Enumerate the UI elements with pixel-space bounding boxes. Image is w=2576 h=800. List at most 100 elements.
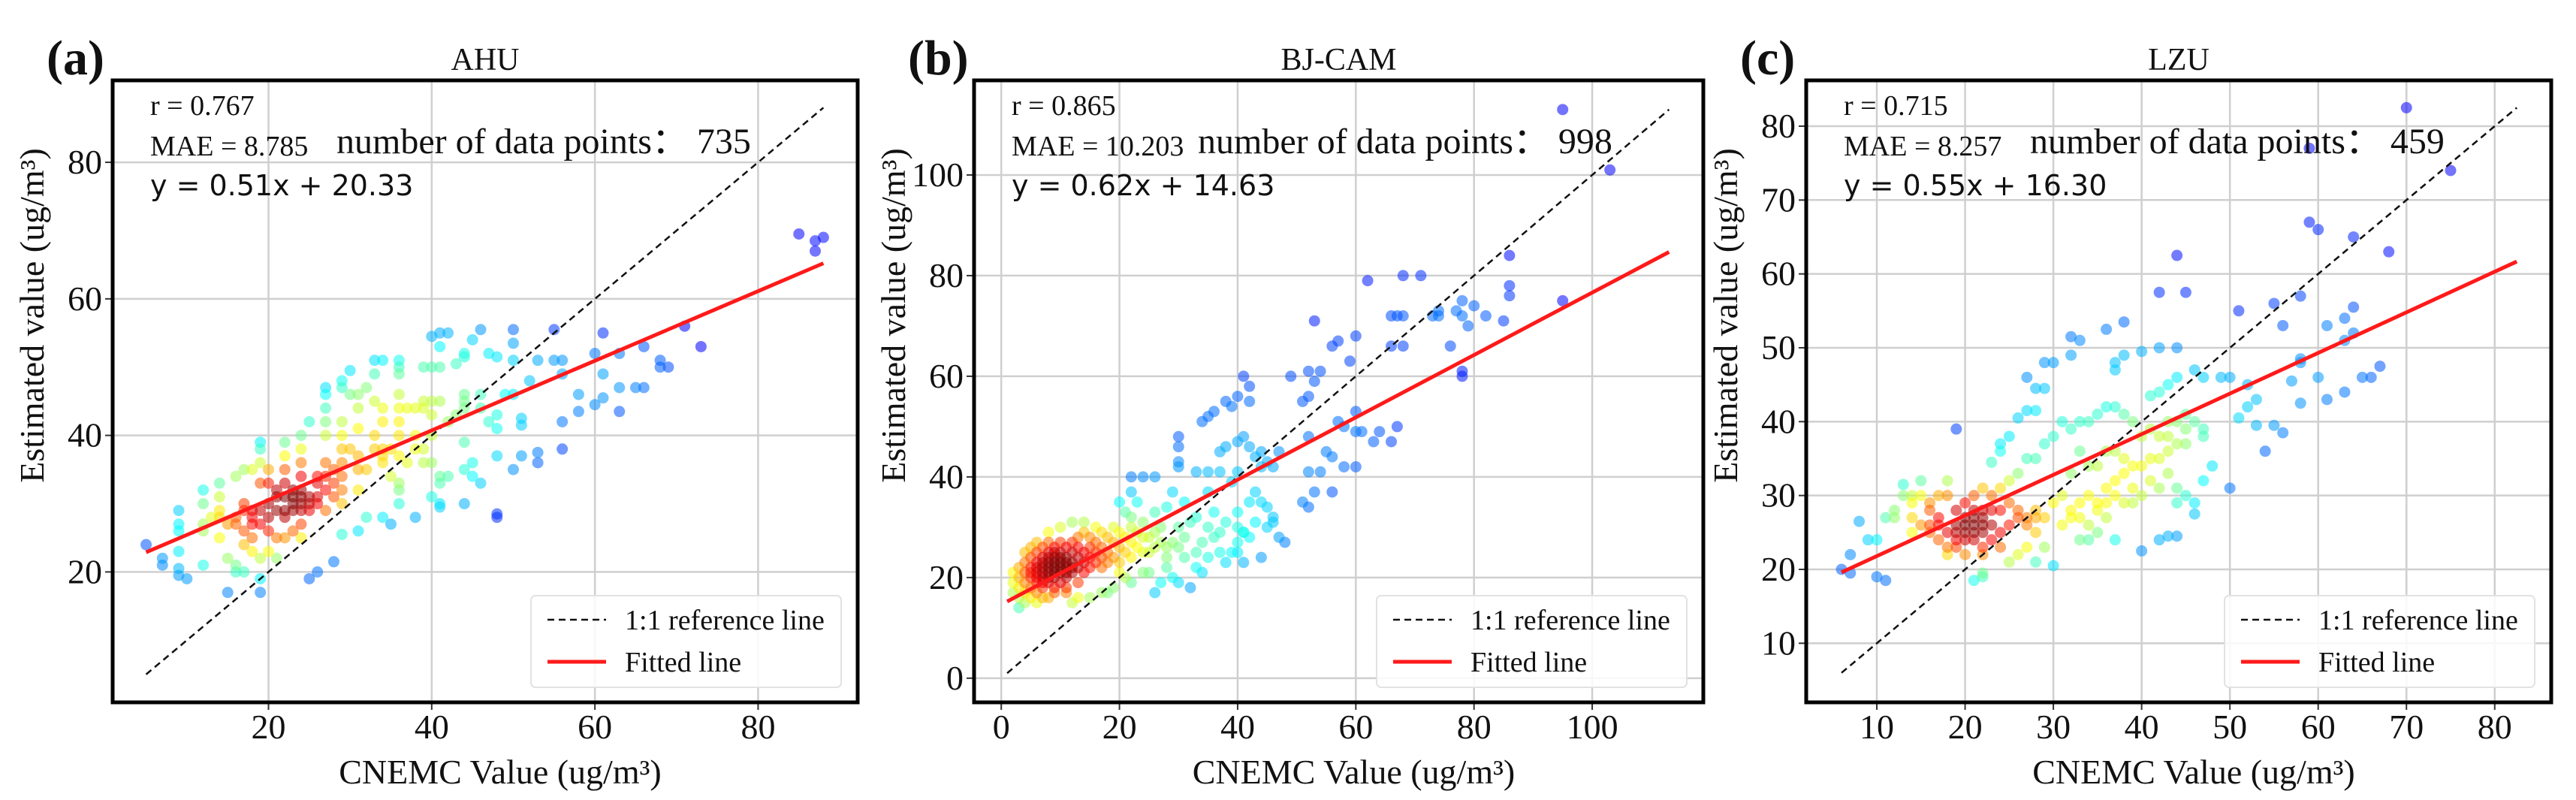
data-point [1995,504,2007,516]
data-point [2171,342,2183,354]
data-point [401,402,413,414]
data-point [2233,305,2245,317]
data-point [532,446,544,458]
data-point [491,409,503,421]
data-point [614,406,626,418]
data-point [1456,365,1468,377]
data-point [1166,486,1178,498]
x-tick-label: 80 [2478,708,2512,746]
data-point [1178,531,1190,543]
data-point [2047,430,2059,442]
data-point [1273,531,1285,543]
data-point [1244,395,1256,407]
data-point [2083,415,2095,427]
data-point [2038,541,2050,553]
data-point [2012,467,2024,479]
data-point [2074,512,2086,524]
data-point [1862,534,1874,546]
y-tick-label: 80 [68,143,102,181]
data-point [507,463,519,475]
data-point [523,375,535,387]
data-point [572,406,584,418]
data-point [295,532,307,544]
x-tick-label: 100 [1567,708,1618,746]
data-point [1149,471,1161,483]
data-point [1498,315,1510,327]
data-point [2188,364,2200,376]
data-point [1202,466,1214,478]
data-point [654,361,666,373]
data-point [336,484,348,496]
data-point [173,525,185,537]
data-point [1504,249,1516,261]
data-point [695,340,707,352]
data-point [1986,504,1998,516]
data-point [597,392,609,404]
data-point [491,508,503,520]
x-tick-label: 20 [1102,708,1137,746]
legend-box [530,595,842,688]
data-point [336,430,348,442]
data-point [2224,371,2236,383]
data-point [2188,415,2200,427]
equation-annotation: y = 0.55x + 16.30 [1844,169,2107,202]
data-point [2083,534,2095,546]
data-point [515,412,527,424]
data-point [377,355,389,367]
data-point [458,463,470,475]
x-tick-label: 60 [2301,708,2336,746]
legend-box [1376,595,1688,688]
y-axis-label: Estimated value (ug/m³) [1706,148,1745,483]
data-point [2136,346,2148,358]
data-point [810,245,822,257]
data-point [393,477,405,489]
data-point [2348,231,2360,243]
data-point [385,518,397,530]
data-point [2188,508,2200,520]
data-point [1238,370,1250,382]
data-point [2339,312,2351,325]
y-tick-label: 70 [1761,180,1796,219]
data-point [1190,546,1202,558]
data-point [222,552,234,564]
data-point [426,395,438,407]
data-point [1995,482,2007,494]
data-point [255,518,267,530]
data-point [2162,530,2174,542]
data-point [1161,551,1173,563]
data-point [434,395,446,407]
data-point [1906,527,1918,539]
r-annotation: r = 0.767 [150,90,255,122]
x-tick-label: 60 [1338,708,1373,746]
data-point [2065,349,2077,361]
data-point [1415,270,1427,282]
data-point [1932,534,1944,546]
data-point [377,415,389,427]
data-point [2215,371,2227,383]
x-tick-label: 70 [2389,708,2424,746]
data-point [418,457,430,469]
data-point [255,477,267,489]
legend: 1:1 reference line Fitted line [1376,595,1688,688]
data-point [1350,330,1362,342]
data-point [1845,548,1857,560]
data-point [1220,516,1232,528]
data-point [1468,300,1480,312]
data-point [352,525,364,537]
data-point [2171,249,2183,261]
data-point [1906,497,1918,509]
data-point [2074,445,2086,457]
data-point [1261,521,1273,533]
data-point [2074,534,2086,546]
data-point [327,477,339,489]
data-point [2109,401,2121,413]
data-point [2179,423,2191,435]
data-point [2144,452,2156,464]
data-point [2118,349,2130,361]
data-point [2030,405,2042,417]
data-point [2021,405,2033,417]
data-point [336,382,348,394]
panel-title: LZU [2148,43,2210,77]
data-point [2092,460,2104,472]
